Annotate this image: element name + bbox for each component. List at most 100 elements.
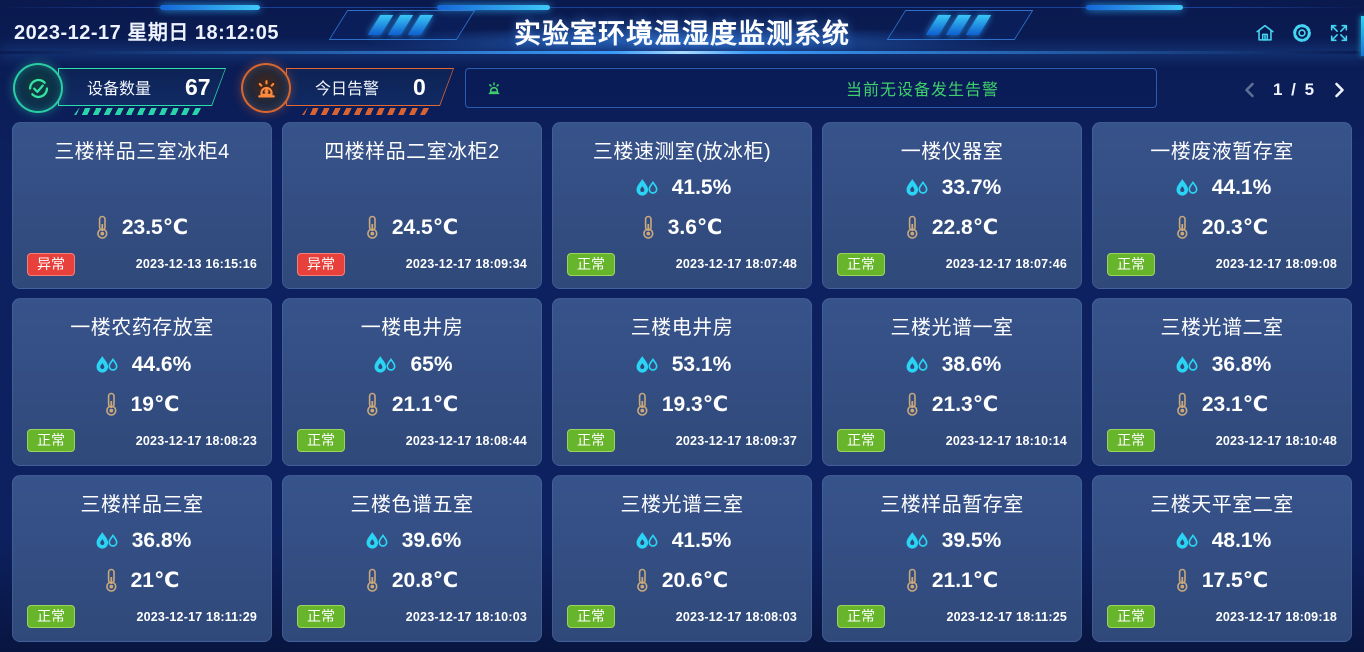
room-name: 三楼样品三室冰柜4 <box>54 141 230 163</box>
temperature-row: 21.3℃ <box>837 389 1067 419</box>
alert-message-text: 当前无设备发生告警 <box>846 82 1000 99</box>
device-card: 三楼光谱二室 36.8% 23.1℃ <box>1092 298 1352 466</box>
humidity-value: 36.8% <box>131 529 192 553</box>
card-footer: 正常 2023-12-17 18:09:37 <box>567 429 797 453</box>
humidity-drops-icon <box>1173 530 1199 552</box>
timestamp: 2023-12-17 18:07:48 <box>675 257 797 272</box>
status-badge: 正常 <box>27 429 75 453</box>
humidity-value: 53.1% <box>671 352 732 376</box>
device-card: 一楼仪器室 33.7% 22.8℃ <box>822 122 1082 290</box>
temperature-value: 21℃ <box>130 569 180 593</box>
temperature-row: 20.6℃ <box>567 566 797 596</box>
humidity-value: 41.5% <box>671 176 732 200</box>
page-indicator: 1 / 5 <box>1273 80 1317 99</box>
chevron-left-icon[interactable] <box>1240 80 1260 100</box>
temperature-row: 19℃ <box>27 389 257 419</box>
device-card: 三楼光谱三室 41.5% 20.6℃ <box>552 474 812 642</box>
device-card: 四楼样品二室冰柜2 24.5℃ <box>282 122 542 290</box>
status-badge: 正常 <box>297 605 345 629</box>
humidity-drops-icon <box>633 177 659 199</box>
card-footer: 正常 2023-12-17 18:08:03 <box>567 605 797 629</box>
humidity-drops-icon <box>1173 354 1199 376</box>
status-badge: 正常 <box>567 429 615 453</box>
humidity-value: 33.7% <box>941 176 1002 200</box>
header: 2023-12-17 星期日 18:12:05 实验室环境温湿度监测系统 <box>0 0 1364 56</box>
humidity-row: 39.6% <box>297 526 527 556</box>
temperature-value: 22.8℃ <box>931 216 999 240</box>
humidity-row: 39.5% <box>837 526 1067 556</box>
thermometer-icon <box>906 215 919 240</box>
humidity-value: 41.5% <box>671 529 732 553</box>
humidity-drops-icon <box>371 354 397 376</box>
status-badge: 正常 <box>27 605 75 629</box>
device-count-label: 设备数量 <box>87 81 152 98</box>
temperature-row: 23.5℃ <box>27 213 257 243</box>
humidity-value: 44.6% <box>131 352 192 376</box>
right-deco-slashes <box>886 10 1034 40</box>
temperature-row: 3.6℃ <box>567 213 797 243</box>
thermometer-icon <box>366 392 379 417</box>
humidity-value: 44.1% <box>1211 176 1272 200</box>
device-card: 一楼废液暂存室 44.1% 20.3℃ <box>1092 122 1352 290</box>
humidity-value: 65% <box>410 352 453 376</box>
thermometer-icon <box>96 215 109 240</box>
settings-gear-icon[interactable] <box>1291 22 1313 44</box>
alarm-hazard-strip <box>302 108 430 115</box>
room-name: 三楼样品暂存室 <box>880 493 1024 516</box>
temperature-row: 21.1℃ <box>837 566 1067 596</box>
humidity-row: 33.7% <box>837 173 1067 203</box>
status-badge: 异常 <box>297 252 345 276</box>
humidity-value: 38.6% <box>941 352 1002 376</box>
card-footer: 正常 2023-12-17 18:10:48 <box>1107 429 1337 453</box>
card-footer: 正常 2023-12-17 18:11:29 <box>27 605 257 629</box>
card-footer: 正常 2023-12-17 18:09:18 <box>1107 605 1337 629</box>
alarm-today-label: 今日告警 <box>315 81 380 98</box>
timestamp: 2023-12-17 18:09:18 <box>1215 609 1337 624</box>
card-footer: 正常 2023-12-17 18:08:44 <box>297 429 527 453</box>
alert-message-bar: 当前无设备发生告警 <box>465 68 1157 108</box>
timestamp: 2023-12-17 18:10:03 <box>405 609 527 624</box>
device-card: 三楼电井房 53.1% 19.3℃ <box>552 298 812 466</box>
timestamp: 2023-12-13 16:15:16 <box>135 257 257 272</box>
card-footer: 正常 2023-12-17 18:07:46 <box>837 252 1067 276</box>
card-footer: 正常 2023-12-17 18:11:25 <box>837 605 1067 629</box>
humidity-drops-icon <box>633 354 659 376</box>
card-footer: 正常 2023-12-17 18:08:23 <box>27 429 257 453</box>
timestamp: 2023-12-17 18:09:34 <box>405 257 527 272</box>
humidity-value: 48.1% <box>1211 529 1272 553</box>
edge-decor <box>1361 16 1364 56</box>
humidity-drops-icon <box>633 530 659 552</box>
temperature-value: 20.6℃ <box>661 569 729 593</box>
humidity-row: 41.5% <box>567 173 797 203</box>
fullscreen-icon[interactable] <box>1328 22 1350 44</box>
status-badge: 正常 <box>1107 605 1155 629</box>
humidity-drops-icon <box>1173 177 1199 199</box>
device-card: 三楼样品三室冰柜4 23.5℃ <box>12 122 272 290</box>
temperature-row: 21.1℃ <box>297 389 527 419</box>
humidity-row: 53.1% <box>567 350 797 380</box>
temperature-row: 17.5℃ <box>1107 566 1337 596</box>
status-badge: 正常 <box>837 429 885 453</box>
temperature-row: 21℃ <box>27 566 257 596</box>
chevron-right-icon[interactable] <box>1329 80 1349 100</box>
thermometer-icon <box>366 568 379 593</box>
timestamp: 2023-12-17 18:08:23 <box>135 433 257 448</box>
humidity-row: 65% <box>297 350 527 380</box>
temperature-value: 21.1℃ <box>391 392 459 416</box>
status-bar: 设备数量 67 今日告警 0 当前无设备发生告警 <box>0 62 1364 115</box>
room-name: 一楼仪器室 <box>900 141 1004 163</box>
home-icon[interactable] <box>1254 22 1276 44</box>
temperature-value: 21.3℃ <box>931 392 999 416</box>
status-badge: 正常 <box>1107 429 1155 453</box>
top-decor-line <box>0 7 1364 8</box>
datetime-text: 2023-12-17 星期日 18:12:05 <box>14 22 279 44</box>
temperature-value: 20.3℃ <box>1201 216 1269 240</box>
thermometer-icon <box>636 568 649 593</box>
humidity-row: 44.6% <box>27 350 257 380</box>
card-footer: 正常 2023-12-17 18:09:08 <box>1107 252 1337 276</box>
status-badge: 正常 <box>837 252 885 276</box>
room-name: 三楼光谱二室 <box>1160 317 1284 340</box>
thermometer-icon <box>1176 568 1189 593</box>
status-badge: 正常 <box>567 252 615 276</box>
thermometer-icon <box>1176 392 1189 417</box>
